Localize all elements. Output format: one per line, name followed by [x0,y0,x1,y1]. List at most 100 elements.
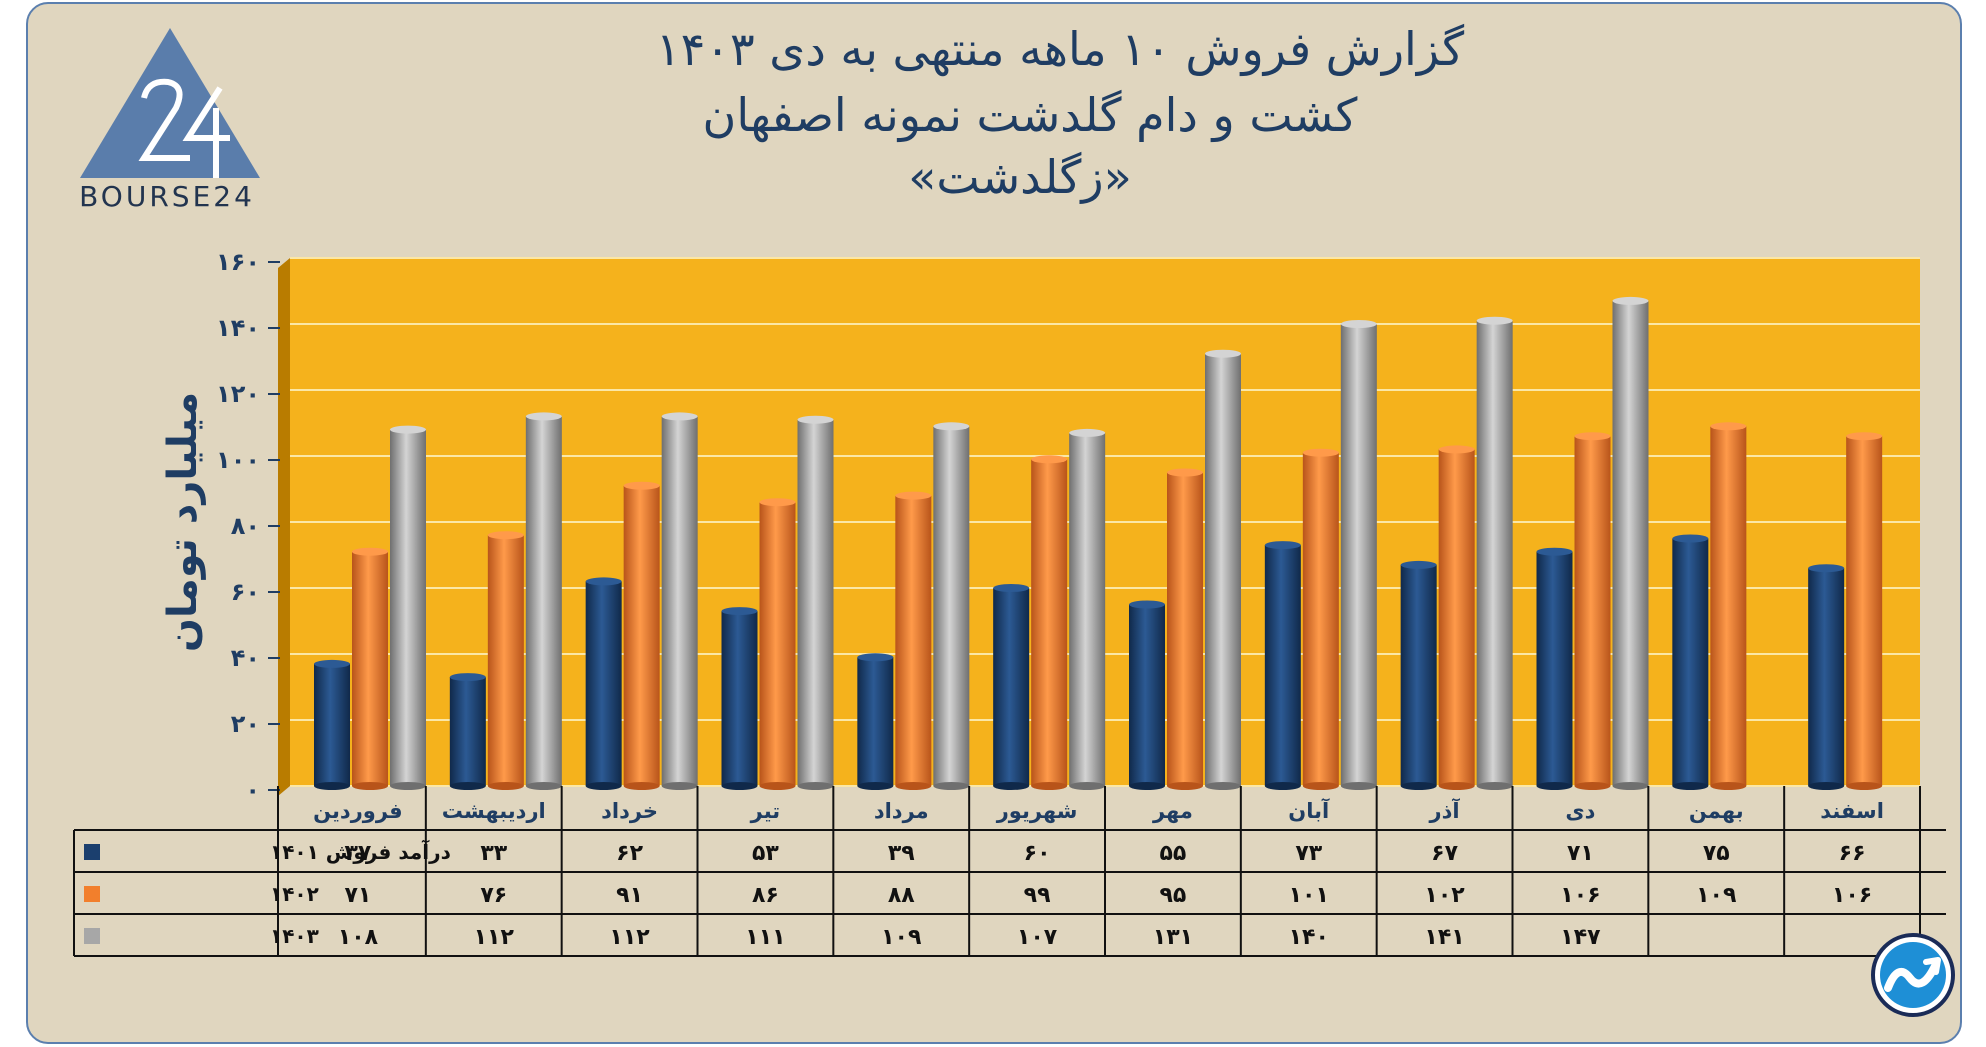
data-label: ۶۰ [1024,841,1051,866]
x-category-label: مرداد [874,799,929,823]
bar-base [1574,782,1611,790]
bar [487,531,524,790]
bar [759,498,796,790]
legend-label: درآمد فروش ۱۴۰۱ [270,839,451,864]
data-label: ۵۳ [752,841,779,866]
data-label: ۱۰۹ [881,925,921,950]
bar-body [895,495,932,786]
bourse24-logo [80,28,260,178]
data-label: ۱۰۶ [1560,883,1600,908]
legend-swatch [84,844,100,860]
bar-base [797,782,834,790]
data-label: ۱۰۷ [1017,925,1058,950]
bar-body [1476,320,1513,786]
bar-body [993,588,1030,786]
bar [1069,428,1106,790]
x-category-label: خرداد [601,799,658,823]
x-category-label: تیر [750,799,781,823]
bar-base [1031,782,1068,790]
data-label: ۷۵ [1703,841,1730,866]
bar [721,607,758,790]
data-label: ۱۱۲ [609,925,650,950]
data-label: ۱۱۲ [474,925,515,950]
bar-base [1264,782,1301,790]
bar [1808,564,1845,790]
bar-cap [1302,448,1339,457]
legend-label: ۱۴۰۲ [270,882,319,906]
x-category-label: شهریور [996,799,1078,823]
plot-side-wall [278,258,290,796]
legend-swatch [84,928,100,944]
bar-body [1167,472,1203,786]
bar-cap [623,481,660,490]
bar [1167,468,1203,790]
data-label: ۵۵ [1159,841,1186,866]
bar-body [1340,324,1377,786]
bar-cap [1710,422,1747,431]
bar-body [1400,564,1437,786]
bar-body [1031,459,1068,786]
bar-body [1069,432,1106,786]
data-label: ۸۸ [888,883,915,908]
bar-cap [933,422,970,431]
bar-cap [525,412,562,421]
bar-body [623,485,660,786]
data-label: ۷۶ [480,883,507,908]
bar-cap [1612,296,1649,305]
y-tick-label: ۸۰ [231,512,260,540]
x-category-label: فروردین [313,799,403,823]
bar [623,481,660,790]
bar [1129,600,1165,790]
bar-base [1340,782,1377,790]
bar-body [585,581,622,786]
x-category-label: اسفند [1820,799,1884,823]
bar-body [487,535,524,786]
bar [352,547,388,790]
bar-cap [585,577,622,586]
bar-base [1536,782,1573,790]
bar-cap [857,653,894,662]
bar-cap [449,673,486,682]
y-tick-label: ۱۶۰ [216,248,260,276]
bar-base [1808,782,1845,790]
bar-base [1612,782,1649,790]
y-tick-label: ۰ [245,776,260,804]
bar-cap [352,547,388,556]
bar-body [1574,436,1611,786]
bar [1710,422,1747,790]
company-ticker: «زگلدشت» [908,150,1132,204]
bar [1536,547,1573,790]
bar [314,659,350,790]
legend-label: ۱۴۰۳ [270,924,319,948]
bar [1846,432,1883,790]
bar-body [1129,604,1165,786]
bar-cap [1264,541,1301,550]
bar [895,491,932,790]
bar-base [487,782,524,790]
bar-cap [314,659,350,668]
data-label: ۶۲ [616,841,643,866]
bar-body [1808,568,1845,786]
data-label: ۳۹ [888,841,915,866]
bar [449,673,486,790]
bar-cap [1536,547,1573,556]
data-label: ۱۰۸ [338,925,379,950]
bar-body [449,677,486,786]
bar-body [857,657,894,786]
y-tick-label: ۱۴۰ [216,314,260,342]
bar [1302,448,1339,790]
bar-cap [1438,445,1475,454]
data-label: ۱۳۱ [1153,925,1193,950]
bar [1476,316,1513,790]
bar-base [1672,782,1709,790]
chart-subtitle: کشت و دام گلدشت نمونه اصفهان [702,88,1358,142]
bar-cap [895,491,932,500]
bar-body [1846,436,1883,786]
bar-cap [1476,316,1513,325]
bar [585,577,622,790]
x-category-label: آذر [1429,798,1461,823]
bar [857,653,894,790]
data-label: ۱۰۲ [1424,883,1465,908]
data-label: ۹۱ [616,883,643,908]
bar-cap [1340,320,1377,328]
